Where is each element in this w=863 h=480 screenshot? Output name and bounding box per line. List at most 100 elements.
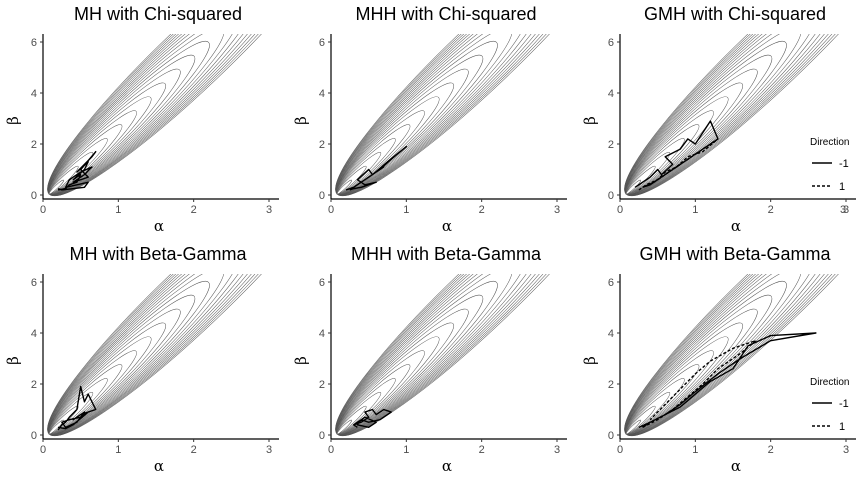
panel-title: MHH with Chi-squared [355,4,536,24]
x-tick-label: 0 [617,444,623,456]
chain-path-direction--1 [634,120,719,189]
contour-line [335,281,498,436]
panel-2: MHH with Chi-squared 0 1 2 3 0 2 4 6 α β [292,4,567,235]
y-axis-label: β [581,356,599,365]
y-tick-label: 0 [31,430,37,442]
contour-line [336,96,440,195]
panel-3: GMH with Chi-squared 0 1 2 3 0 2 4 6 α β [581,4,856,235]
y-axis-label: β [4,116,22,125]
y-tick-label: 4 [319,88,325,100]
contour-line [336,308,469,436]
margin-tick-label: 3 [840,204,846,216]
x-axis-label: α [442,217,452,235]
contour-line [335,34,527,196]
y-tick-label: 0 [31,190,37,202]
y-tick-label: 0 [319,190,325,202]
y-tick-label: 2 [608,139,614,151]
y-tick-label: 2 [319,139,325,151]
chain-path-direction-1 [638,138,719,191]
contour-line [624,274,848,436]
contour-line [47,41,210,196]
chain-path-direction--1 [352,408,392,429]
contour-line [336,336,440,435]
contour-line [625,96,729,195]
x-axis-label: α [731,217,741,235]
contour-line [336,68,469,196]
panel-6: GMH with Beta-Gamma 0 1 2 3 0 2 4 6 α β [581,244,856,475]
chain-path-direction-1 [642,339,757,428]
contour-line [624,34,831,196]
x-tick-label: 2 [191,204,197,216]
contour-line [48,336,152,435]
y-tick-label: 0 [608,190,614,202]
contour-line [625,336,729,435]
x-tick-label: 3 [843,444,849,456]
panel-title: MH with Beta-Gamma [69,244,247,264]
x-tick-label: 1 [403,204,409,216]
y-axis-label: β [581,116,599,125]
x-tick-label: 0 [40,204,46,216]
legend-label: 1 [839,181,845,193]
contour-line [624,281,787,436]
y-tick-label: 2 [31,379,37,391]
x-tick-label: 0 [328,204,334,216]
x-tick-label: 0 [617,204,623,216]
x-tick-label: 1 [115,444,121,456]
legend-title: Direction [810,377,849,388]
contour-line [335,41,498,196]
contour-line [47,274,271,437]
contour-line [335,34,559,197]
chain-path-direction--1 [345,145,408,191]
panel-title: MH with Chi-squared [74,4,242,24]
contour-line [624,41,787,196]
legend-label: -1 [839,158,849,170]
contour-line [624,274,816,436]
y-tick-label: 2 [319,379,325,391]
density-contours [335,34,559,197]
legend-label: 1 [839,421,845,433]
x-tick-label: 0 [328,444,334,456]
contour-line [47,34,254,196]
x-tick-label: 1 [692,444,698,456]
y-tick-label: 4 [31,88,37,100]
density-contours [624,274,848,437]
chain-path-direction--1 [638,332,817,428]
x-tick-label: 2 [479,204,485,216]
contour-line [624,274,848,437]
contour-line [335,274,559,437]
x-axis-label: α [154,217,164,235]
chain-path-direction--1 [57,150,97,191]
panel-title: GMH with Beta-Gamma [639,244,831,264]
contour-line [47,34,239,196]
y-tick-label: 4 [319,328,325,340]
y-tick-label: 4 [31,328,37,340]
panel-title: GMH with Chi-squared [644,4,826,24]
contour-line [625,308,758,436]
contour-line [47,281,210,436]
y-axis-label: β [292,356,310,365]
chain-path-direction--1 [57,385,97,431]
x-tick-label: 0 [40,444,46,456]
contour-line [625,68,758,196]
x-tick-label: 2 [479,444,485,456]
x-tick-label: 3 [554,204,560,216]
x-axis-label: α [731,457,741,475]
y-tick-label: 6 [319,277,325,289]
y-tick-label: 0 [608,430,614,442]
y-tick-label: 2 [608,379,614,391]
x-tick-label: 3 [266,444,272,456]
contour-line [48,68,181,196]
y-axis-label: β [292,116,310,125]
contour-line [624,34,816,196]
contour-line [335,274,527,436]
density-contours [47,274,271,437]
contour-line [335,274,559,436]
panel-title: MHH with Beta-Gamma [351,244,542,264]
y-tick-label: 6 [319,37,325,49]
contour-line [624,34,848,197]
contour-line [47,274,239,436]
x-axis-label: α [442,457,452,475]
x-tick-label: 3 [266,204,272,216]
y-tick-label: 0 [319,430,325,442]
x-tick-label: 2 [768,204,774,216]
